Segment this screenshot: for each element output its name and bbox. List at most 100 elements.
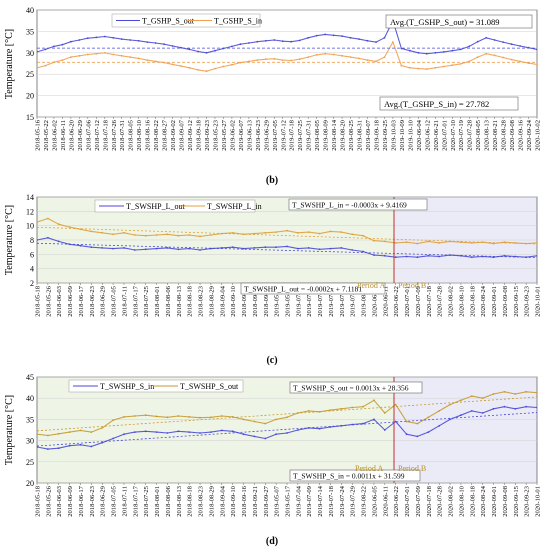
- data-point-b-1-38: [358, 57, 360, 60]
- data-point-b-1-14: [154, 60, 157, 63]
- series-line-b-0: [37, 20, 537, 55]
- data-point-b-0-4: [70, 40, 72, 43]
- data-point-d-0-34: [405, 433, 408, 436]
- data-point-c-0-26: [318, 248, 321, 251]
- data-point-d-0-16: [210, 431, 212, 433]
- data-point-c-1-29: [351, 233, 354, 236]
- x-tick-d-29: 2019-07-29: [350, 485, 357, 516]
- data-point-b-1-46: [425, 68, 428, 70]
- data-point-b-0-10: [120, 38, 123, 40]
- equation-box-s-in: [289, 469, 421, 482]
- series-b: [37, 19, 537, 73]
- data-point-b-0-18: [188, 48, 191, 51]
- data-point-c-0-20: [253, 247, 256, 249]
- data-point-c-1-13: [177, 234, 180, 237]
- data-point-b-0-24: [239, 43, 242, 46]
- period-a-label-d: Period A: [355, 464, 383, 473]
- data-point-d-0-11: [155, 431, 158, 433]
- x-tick-b-15: 2018-08-27: [162, 119, 169, 150]
- x-tick-b-45: 2020-06-04: [416, 119, 423, 150]
- x-tick-b-7: 2018-07-12: [94, 120, 101, 151]
- y-axis-label-c: Temperature [°C]: [4, 205, 15, 275]
- x-tick-c-12: 2018-08-06: [165, 285, 172, 316]
- data-point-b-0-48: [442, 51, 445, 53]
- data-point-d-1-15: [199, 416, 201, 419]
- data-point-b-1-52: [476, 56, 479, 58]
- data-point-c-1-31: [373, 239, 375, 242]
- data-point-b-0-25: [248, 42, 250, 44]
- x-tick-c-7: 2018-07-05: [111, 285, 118, 316]
- x-tick-c-31: 2020-06-05: [371, 285, 378, 316]
- data-point-c-1-5: [90, 230, 93, 233]
- x-tick-d-17: 2018-09-04: [219, 485, 226, 516]
- data-point-c-1-6: [101, 231, 104, 234]
- x-tick-d-21: 2018-09-27: [263, 485, 270, 516]
- y-tick-b-2: 25: [26, 70, 34, 79]
- x-tick-c-4: 2018-06-17: [78, 285, 85, 316]
- x-tick-d-32: 2020-06-11: [382, 486, 389, 517]
- data-point-b-0-8: [103, 35, 106, 38]
- data-point-d-0-36: [427, 431, 430, 433]
- data-point-d-1-9: [133, 415, 136, 417]
- y-tick-c-4: 10: [26, 222, 34, 231]
- data-point-d-0-15: [199, 432, 201, 434]
- x-tick-c-36: 2020-07-18: [426, 285, 433, 316]
- data-point-b-1-54: [493, 54, 496, 57]
- x-tick-c-27: 2019-07-18: [328, 285, 335, 316]
- x-tick-d-19: 2018-09-16: [241, 485, 248, 516]
- x-tick-c-14: 2018-08-18: [187, 285, 194, 316]
- trend-line-d-0: [37, 396, 537, 432]
- x-tick-b-2: 2018-06-02: [51, 120, 58, 151]
- data-point-d-1-5: [90, 431, 93, 433]
- x-tick-b-26: 2019-06-23: [255, 119, 262, 150]
- x-tick-c-23: 2019-05-17: [285, 285, 292, 316]
- x-tick-b-8: 2018-07-18: [102, 119, 109, 150]
- x-tick-d-7: 2018-07-05: [111, 485, 118, 516]
- data-point-b-0-55: [502, 41, 504, 43]
- x-tick-d-26: 2019-07-14: [317, 485, 324, 516]
- data-point-b-0-29: [281, 40, 284, 43]
- x-tick-d-11: 2018-08-01: [154, 486, 161, 517]
- data-point-d-1-27: [329, 409, 332, 411]
- data-point-c-1-0: [37, 221, 38, 223]
- x-tick-c-40: 2020-08-18: [469, 285, 476, 316]
- x-tick-c-43: 2020-09-08: [502, 285, 509, 316]
- data-point-d-1-11: [155, 415, 158, 418]
- data-point-b-1-27: [264, 58, 267, 61]
- x-tick-d-23: 2019-05-17: [285, 485, 292, 516]
- data-point-c-0-44: [514, 255, 517, 258]
- data-point-c-1-3: [68, 226, 71, 229]
- data-point-b-1-23: [231, 63, 233, 66]
- x-tick-d-8: 2018-07-11: [121, 486, 128, 517]
- data-point-c-1-26: [318, 232, 321, 235]
- data-point-c-0-43: [503, 254, 506, 257]
- legend-label-gshp-out: T_GSHP_S_out: [142, 17, 195, 26]
- data-point-d-1-37: [438, 410, 441, 412]
- data-point-b-1-31: [298, 58, 301, 61]
- x-tick-b-57: 2020-09-16: [518, 119, 525, 150]
- x-tick-d-20: 2018-09-21: [252, 486, 259, 517]
- x-tick-c-42: 2020-09-01: [491, 286, 498, 317]
- data-point-b-1-50: [459, 63, 462, 65]
- data-point-d-1-3: [68, 431, 71, 433]
- data-point-b-0-56: [510, 43, 513, 46]
- data-point-d-1-1: [47, 434, 49, 437]
- data-point-d-0-19: [242, 433, 245, 436]
- data-point-b-0-11: [129, 39, 132, 41]
- data-point-d-1-36: [427, 416, 430, 419]
- data-point-c-0-22: [275, 246, 277, 249]
- period-a-label-c: Period A: [357, 281, 385, 290]
- data-point-c-1-42: [492, 242, 495, 245]
- x-tick-c-22: 2019-05-07: [274, 285, 281, 316]
- panel-label-d: (d): [266, 536, 278, 547]
- x-tick-d-39: 2020-08-10: [458, 485, 465, 516]
- x-tick-c-35: 2020-07-09: [415, 285, 422, 316]
- y-tick-labels-c: 2 4 6 8 10 12 14: [26, 193, 34, 288]
- data-point-d-0-31: [373, 418, 375, 421]
- data-point-b-0-37: [349, 36, 352, 39]
- data-point-c-0-30: [362, 250, 364, 253]
- data-point-d-0-41: [481, 412, 484, 414]
- data-point-b-0-28: [273, 39, 276, 41]
- data-point-d-0-46: [536, 406, 537, 409]
- data-point-c-1-19: [242, 233, 245, 236]
